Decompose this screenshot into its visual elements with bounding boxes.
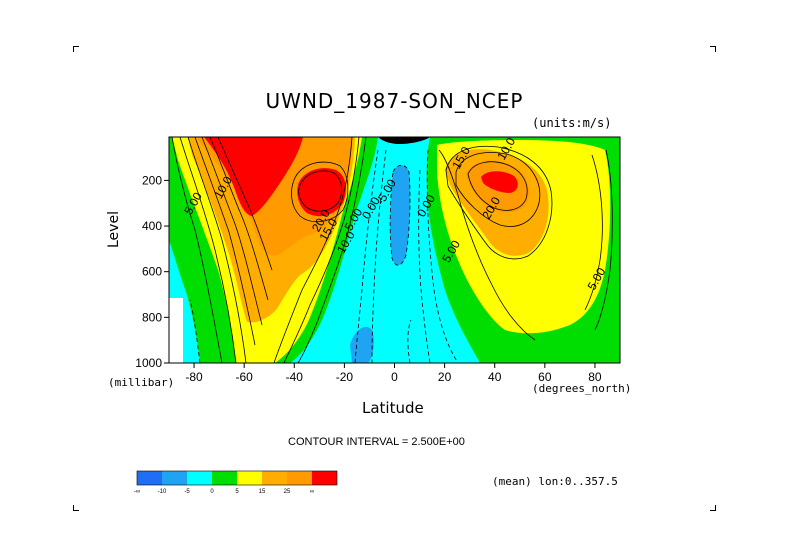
colorbar-label: 25 <box>284 489 291 495</box>
contour-lines <box>171 137 613 363</box>
contour-line <box>297 137 367 363</box>
x-tick-label: -60 <box>235 370 253 384</box>
colorbar-label: 5 <box>235 489 239 495</box>
fill-level-red-north-jet <box>481 171 518 193</box>
y-tick-label: 400 <box>142 219 162 233</box>
contour-interval-text: CONTOUR INTERVAL = 2.500E+00 <box>288 436 465 448</box>
corner-mark-bottom-left <box>73 505 79 511</box>
contour-line-negative <box>418 169 431 363</box>
contour-line-negative <box>407 319 412 363</box>
colorbar-label: 0 <box>210 489 214 495</box>
contour-line <box>194 137 256 346</box>
x-axis-unit: (degrees_north) <box>532 382 632 395</box>
colorbar-label: ∞ <box>310 489 314 495</box>
colorbar-frame <box>136 470 338 486</box>
contour-line <box>179 137 237 363</box>
colorbar-label: 15 <box>259 489 266 495</box>
y-tick-label: 800 <box>142 310 162 324</box>
colorbar-swatch <box>312 471 337 485</box>
colorbar-label: -∞ <box>134 489 140 495</box>
contour-line-negative <box>189 299 201 363</box>
contour-line <box>298 170 343 212</box>
contour-line <box>283 137 360 363</box>
x-tick-label: 60 <box>538 370 552 384</box>
fill-level-red-subtropical-jet <box>297 168 346 217</box>
x-tick-label: -20 <box>336 370 354 384</box>
colorbar-swatch <box>162 471 187 485</box>
x-tick-label: 40 <box>488 370 502 384</box>
colorbar-swatch <box>237 471 262 485</box>
contour-line <box>584 154 603 311</box>
contour-line <box>467 161 528 211</box>
colorbar-label: -5 <box>184 489 190 495</box>
contour-line <box>594 149 613 331</box>
mean-longitude-text: (mean) lon:0..357.5 <box>492 475 618 488</box>
contour-line <box>445 145 553 260</box>
contour-line-negative <box>354 149 379 363</box>
corner-mark-top-left <box>73 46 79 52</box>
x-tick-label: 20 <box>438 370 452 384</box>
contour-line <box>187 137 247 363</box>
y-tick-label: 600 <box>142 265 162 279</box>
colorbar-swatch <box>137 471 162 485</box>
y-ticks: 200 400 600 800 1000 <box>135 173 169 370</box>
y-tick-label: 1000 <box>135 356 162 370</box>
x-tick-label: -80 <box>185 370 203 384</box>
chart-title: UWND_1987-SON_NCEP <box>265 89 524 113</box>
x-tick-label: -40 <box>286 370 304 384</box>
colorbar-swatch <box>187 471 212 485</box>
contour-line <box>291 161 349 223</box>
filled-contours <box>169 137 620 363</box>
fill-level-blue-tropical <box>390 165 410 266</box>
fill-level-darkblue-top <box>378 137 430 144</box>
contour-line <box>201 137 263 326</box>
contour-line-negative <box>389 164 411 266</box>
colorbar-swatch <box>262 471 287 485</box>
units-label: (units:m/s) <box>532 116 612 130</box>
contour-line <box>438 149 536 341</box>
dashed-contour-lines <box>189 149 459 363</box>
corner-mark-top-right <box>710 46 716 52</box>
contour-line <box>455 152 541 227</box>
colorbar-swatch <box>287 471 312 485</box>
colorbar-label: -10 <box>158 489 167 495</box>
y-axis-unit: (millibar) <box>108 376 175 389</box>
contour-line <box>171 137 223 363</box>
contour-line-negative <box>371 149 387 363</box>
x-tick-label: 0 <box>391 370 398 384</box>
x-ticks: -80 -60 -40 -20 0 20 40 60 80 <box>185 363 602 384</box>
contour-line <box>209 137 269 301</box>
y-tick-label: 200 <box>142 173 162 187</box>
colorbar: -∞ -10 -5 0 5 15 25 ∞ <box>134 470 338 495</box>
contour-line <box>217 137 273 271</box>
x-tick-label: 80 <box>588 370 602 384</box>
x-axis-label: Latitude <box>362 399 424 417</box>
colorbar-swatch <box>212 471 237 485</box>
contour-line-negative <box>426 149 459 363</box>
fill-level-red-south-jet <box>204 137 303 216</box>
no-data-region <box>169 298 183 363</box>
corner-mark-bottom-right <box>710 505 716 511</box>
